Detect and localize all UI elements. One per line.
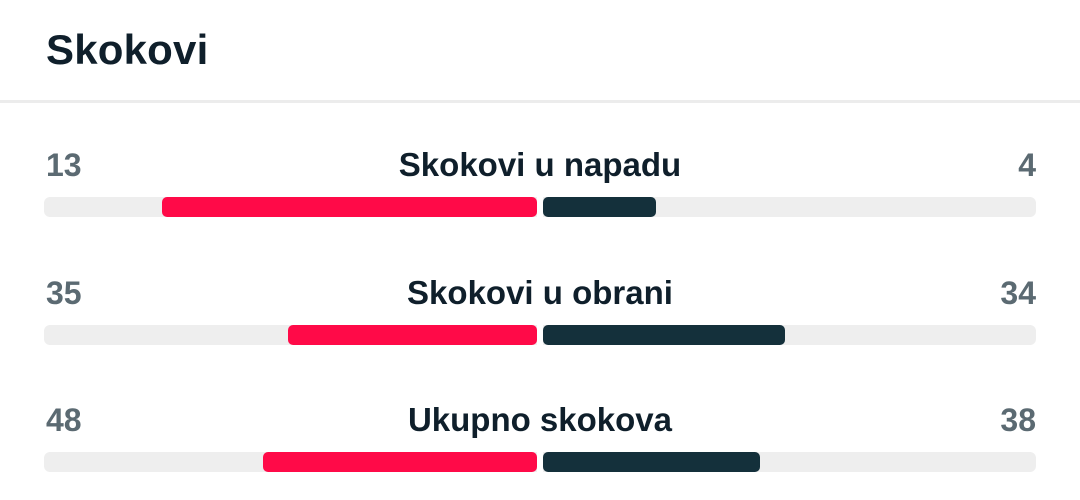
- away-track: [543, 325, 1036, 345]
- stat-row-defensive-rebounds: 35 Skokovi u obrani 34: [0, 273, 1080, 373]
- away-track: [543, 197, 1036, 217]
- stat-label: Skokovi u obrani: [407, 274, 673, 311]
- away-value: 34: [1000, 275, 1036, 311]
- home-value: 48: [46, 402, 82, 438]
- away-track: [543, 452, 1036, 472]
- away-bar: [543, 197, 657, 217]
- stat-label: Skokovi u napadu: [398, 146, 682, 183]
- home-track: [44, 325, 537, 345]
- home-value: 13: [46, 147, 82, 183]
- home-bar: [162, 197, 537, 217]
- away-value: 38: [1000, 402, 1036, 438]
- home-bar: [288, 325, 537, 345]
- stat-row-total-rebounds: 48 Ukupno skokova 38: [0, 400, 1080, 500]
- away-bar: [543, 452, 760, 472]
- away-value: 4: [1018, 147, 1036, 183]
- section-header: Skokovi: [0, 0, 1080, 103]
- home-bar: [263, 452, 537, 472]
- stat-row-offensive-rebounds: 13 Skokovi u napadu 4: [0, 145, 1080, 245]
- home-value: 35: [46, 275, 82, 311]
- home-track: [44, 197, 537, 217]
- home-track: [44, 452, 537, 472]
- section-title: Skokovi: [46, 26, 209, 73]
- away-bar: [543, 325, 785, 345]
- stat-label: Ukupno skokova: [407, 401, 673, 438]
